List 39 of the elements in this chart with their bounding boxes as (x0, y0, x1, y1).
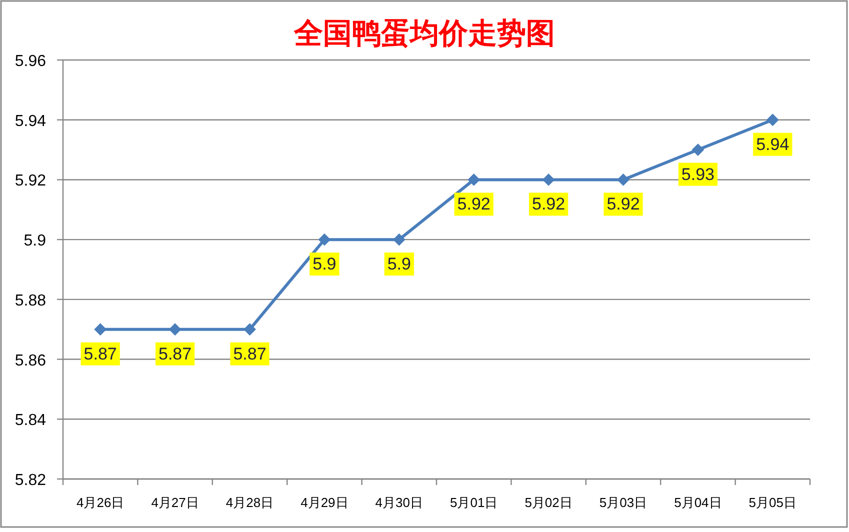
x-tick-label: 5月02日 (524, 495, 572, 510)
y-tick-label: 5.94 (14, 112, 46, 130)
data-label: 5.87 (84, 344, 117, 364)
point (766, 114, 779, 126)
y-tick-label: 5.92 (14, 172, 46, 190)
y-tick-label: 5.82 (14, 472, 46, 489)
point (169, 323, 182, 336)
point (617, 174, 630, 186)
point (393, 234, 406, 246)
data-label: 5.9 (387, 254, 411, 274)
x-tick-label: 5月04日 (674, 495, 722, 510)
x-tick-label: 4月27日 (151, 495, 199, 510)
point (468, 174, 480, 186)
chart-title: 全国鸭蛋均价走势图 (293, 18, 555, 50)
data-label: 5.87 (233, 344, 266, 364)
point (318, 234, 330, 246)
data-label: 5.9 (312, 254, 336, 274)
x-tick-label: 5月03日 (599, 495, 648, 510)
point (542, 174, 555, 186)
data-label: 5.94 (756, 134, 790, 154)
point (692, 144, 704, 156)
x-tick-label: 4月29日 (300, 495, 348, 510)
data-label: 5.92 (606, 194, 640, 214)
data-label: 5.92 (532, 194, 566, 214)
data-label: 5.93 (681, 164, 714, 184)
y-tick-label: 5.88 (14, 292, 46, 310)
x-tick-label: 5月05日 (748, 495, 796, 510)
x-tick-label: 4月28日 (226, 495, 274, 510)
y-tick-label: 5.9 (24, 232, 46, 250)
x-tick-label: 4月30日 (375, 495, 423, 510)
data-label: 5.92 (457, 194, 490, 214)
y-tick-label: 5.96 (14, 53, 46, 70)
y-tick-label: 5.84 (14, 412, 46, 430)
y-tick-label: 5.86 (14, 352, 46, 370)
x-tick-label: 4月26日 (76, 495, 124, 510)
point (94, 323, 106, 336)
point (244, 323, 256, 336)
x-tick-label: 5月01日 (450, 495, 498, 510)
data-label: 5.87 (158, 344, 192, 364)
